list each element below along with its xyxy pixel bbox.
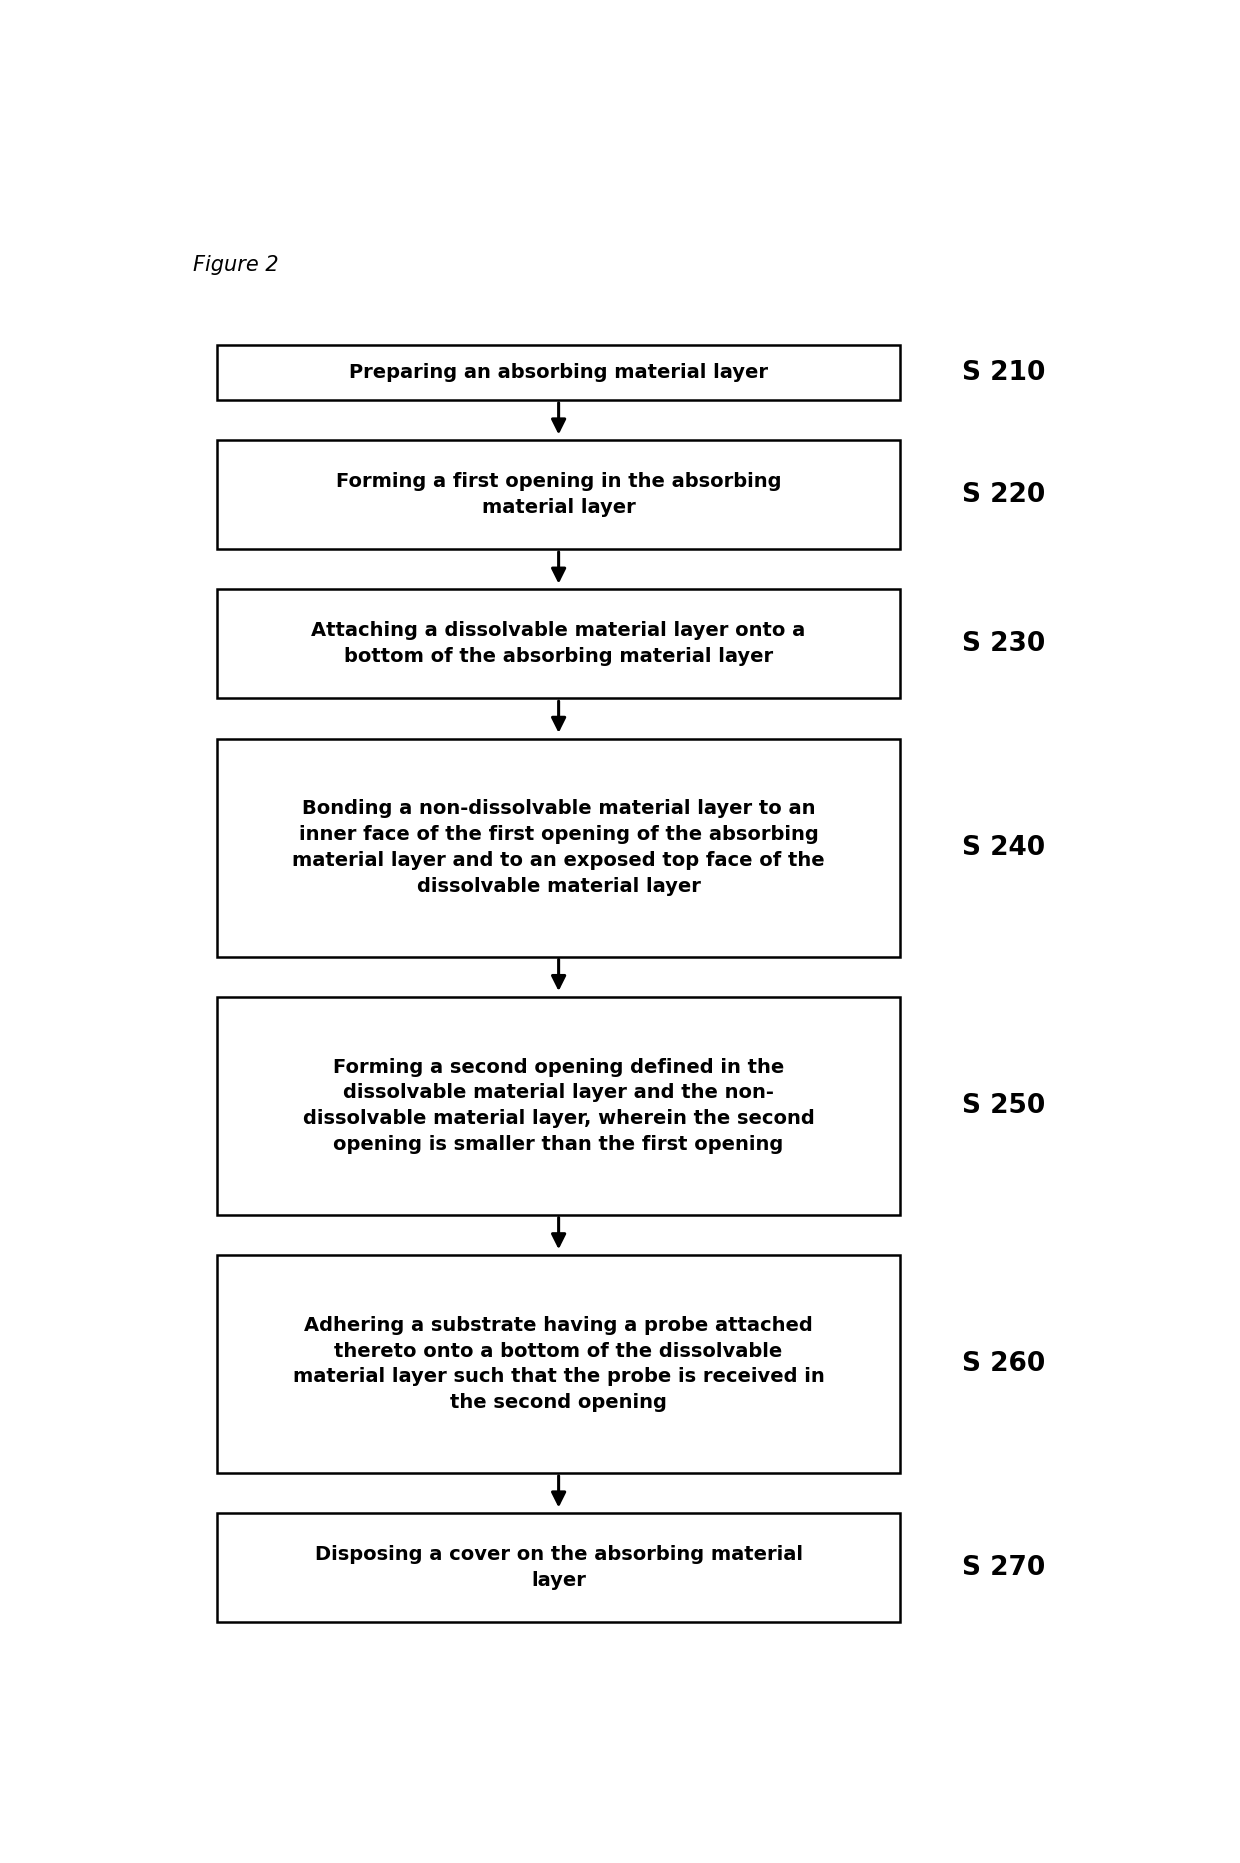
Bar	[217, 440, 900, 550]
Text: S 220: S 220	[962, 483, 1045, 509]
Text: S 210: S 210	[962, 360, 1045, 386]
Bar	[217, 997, 900, 1215]
Text: Figure 2: Figure 2	[193, 255, 279, 276]
Text: S 270: S 270	[962, 1556, 1045, 1580]
Text: Preparing an absorbing material layer: Preparing an absorbing material layer	[350, 363, 768, 382]
Bar	[217, 345, 900, 401]
Text: S 240: S 240	[962, 835, 1045, 861]
Text: S 250: S 250	[962, 1094, 1045, 1120]
Bar	[217, 589, 900, 699]
Text: S 260: S 260	[962, 1351, 1045, 1377]
Bar	[217, 738, 900, 956]
Text: Disposing a cover on the absorbing material
layer: Disposing a cover on the absorbing mater…	[315, 1544, 802, 1591]
Bar	[217, 1513, 900, 1623]
Text: Bonding a non-dissolvable material layer to an
inner face of the first opening o: Bonding a non-dissolvable material layer…	[293, 799, 825, 896]
Bar	[217, 1256, 900, 1474]
Text: Forming a second opening defined in the
dissolvable material layer and the non-
: Forming a second opening defined in the …	[303, 1058, 815, 1153]
Text: S 230: S 230	[962, 632, 1045, 658]
Text: Forming a first opening in the absorbing
material layer: Forming a first opening in the absorbing…	[336, 473, 781, 518]
Text: Adhering a substrate having a probe attached
thereto onto a bottom of the dissol: Adhering a substrate having a probe atta…	[293, 1315, 825, 1412]
Text: Attaching a dissolvable material layer onto a
bottom of the absorbing material l: Attaching a dissolvable material layer o…	[311, 622, 806, 667]
